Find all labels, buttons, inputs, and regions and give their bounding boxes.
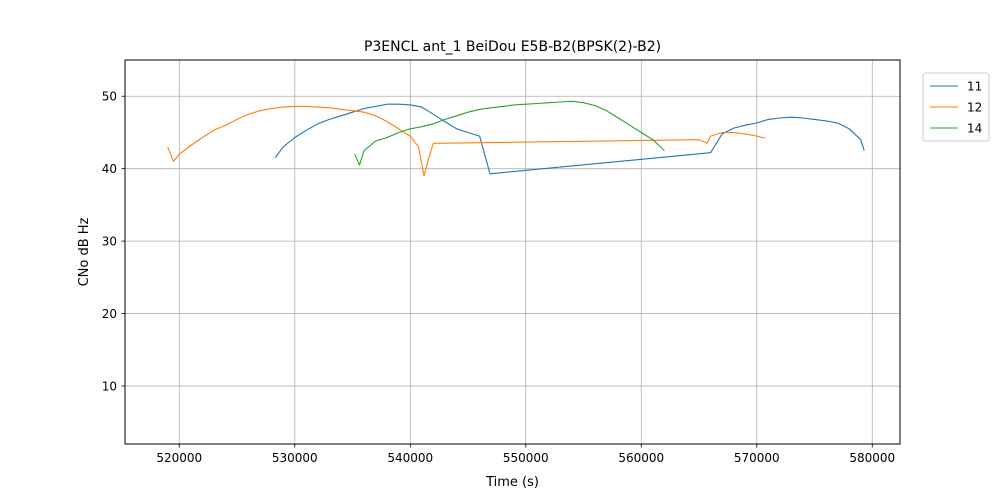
legend-label-14: 14: [967, 122, 982, 136]
y-tick-label: 50: [102, 90, 117, 104]
y-tick-label: 20: [102, 307, 117, 321]
grid: [125, 60, 900, 444]
y-tick-label: 40: [102, 162, 117, 176]
x-tick-label: 520000: [156, 451, 202, 465]
legend-label-12: 12: [967, 101, 982, 115]
series-line-14: [354, 100, 665, 166]
legend: 11 12 14: [922, 72, 990, 142]
y-axis-label: CNo dB Hz: [77, 217, 92, 286]
y-tick-label: 30: [102, 235, 117, 249]
series-lines: [167, 100, 865, 177]
legend-label-11: 11: [967, 80, 982, 94]
chart-title: P3ENCL ant_1 BeiDou E5B-B2(BPSK(2)-B2): [364, 39, 661, 55]
x-tick-label: 560000: [618, 451, 664, 465]
plot-area-frame: [124, 59, 901, 445]
x-tick-label: 530000: [272, 451, 318, 465]
x-tick-label: 570000: [734, 451, 780, 465]
x-tick-label: 540000: [387, 451, 433, 465]
series-line-11: [274, 103, 865, 175]
x-tick-label: 580000: [849, 451, 895, 465]
x-tick-label: 550000: [503, 451, 549, 465]
y-tick-label: 10: [102, 380, 117, 394]
series-line-12: [167, 105, 766, 177]
x-axis-label: Time (s): [485, 475, 539, 490]
axes: 520000 530000 540000 550000 560000 570000 5800…: [102, 90, 895, 465]
